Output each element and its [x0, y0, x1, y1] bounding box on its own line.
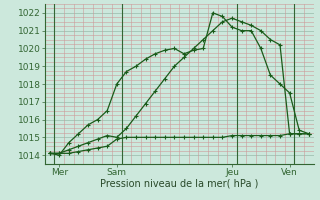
X-axis label: Pression niveau de la mer( hPa ): Pression niveau de la mer( hPa ) — [100, 179, 258, 189]
